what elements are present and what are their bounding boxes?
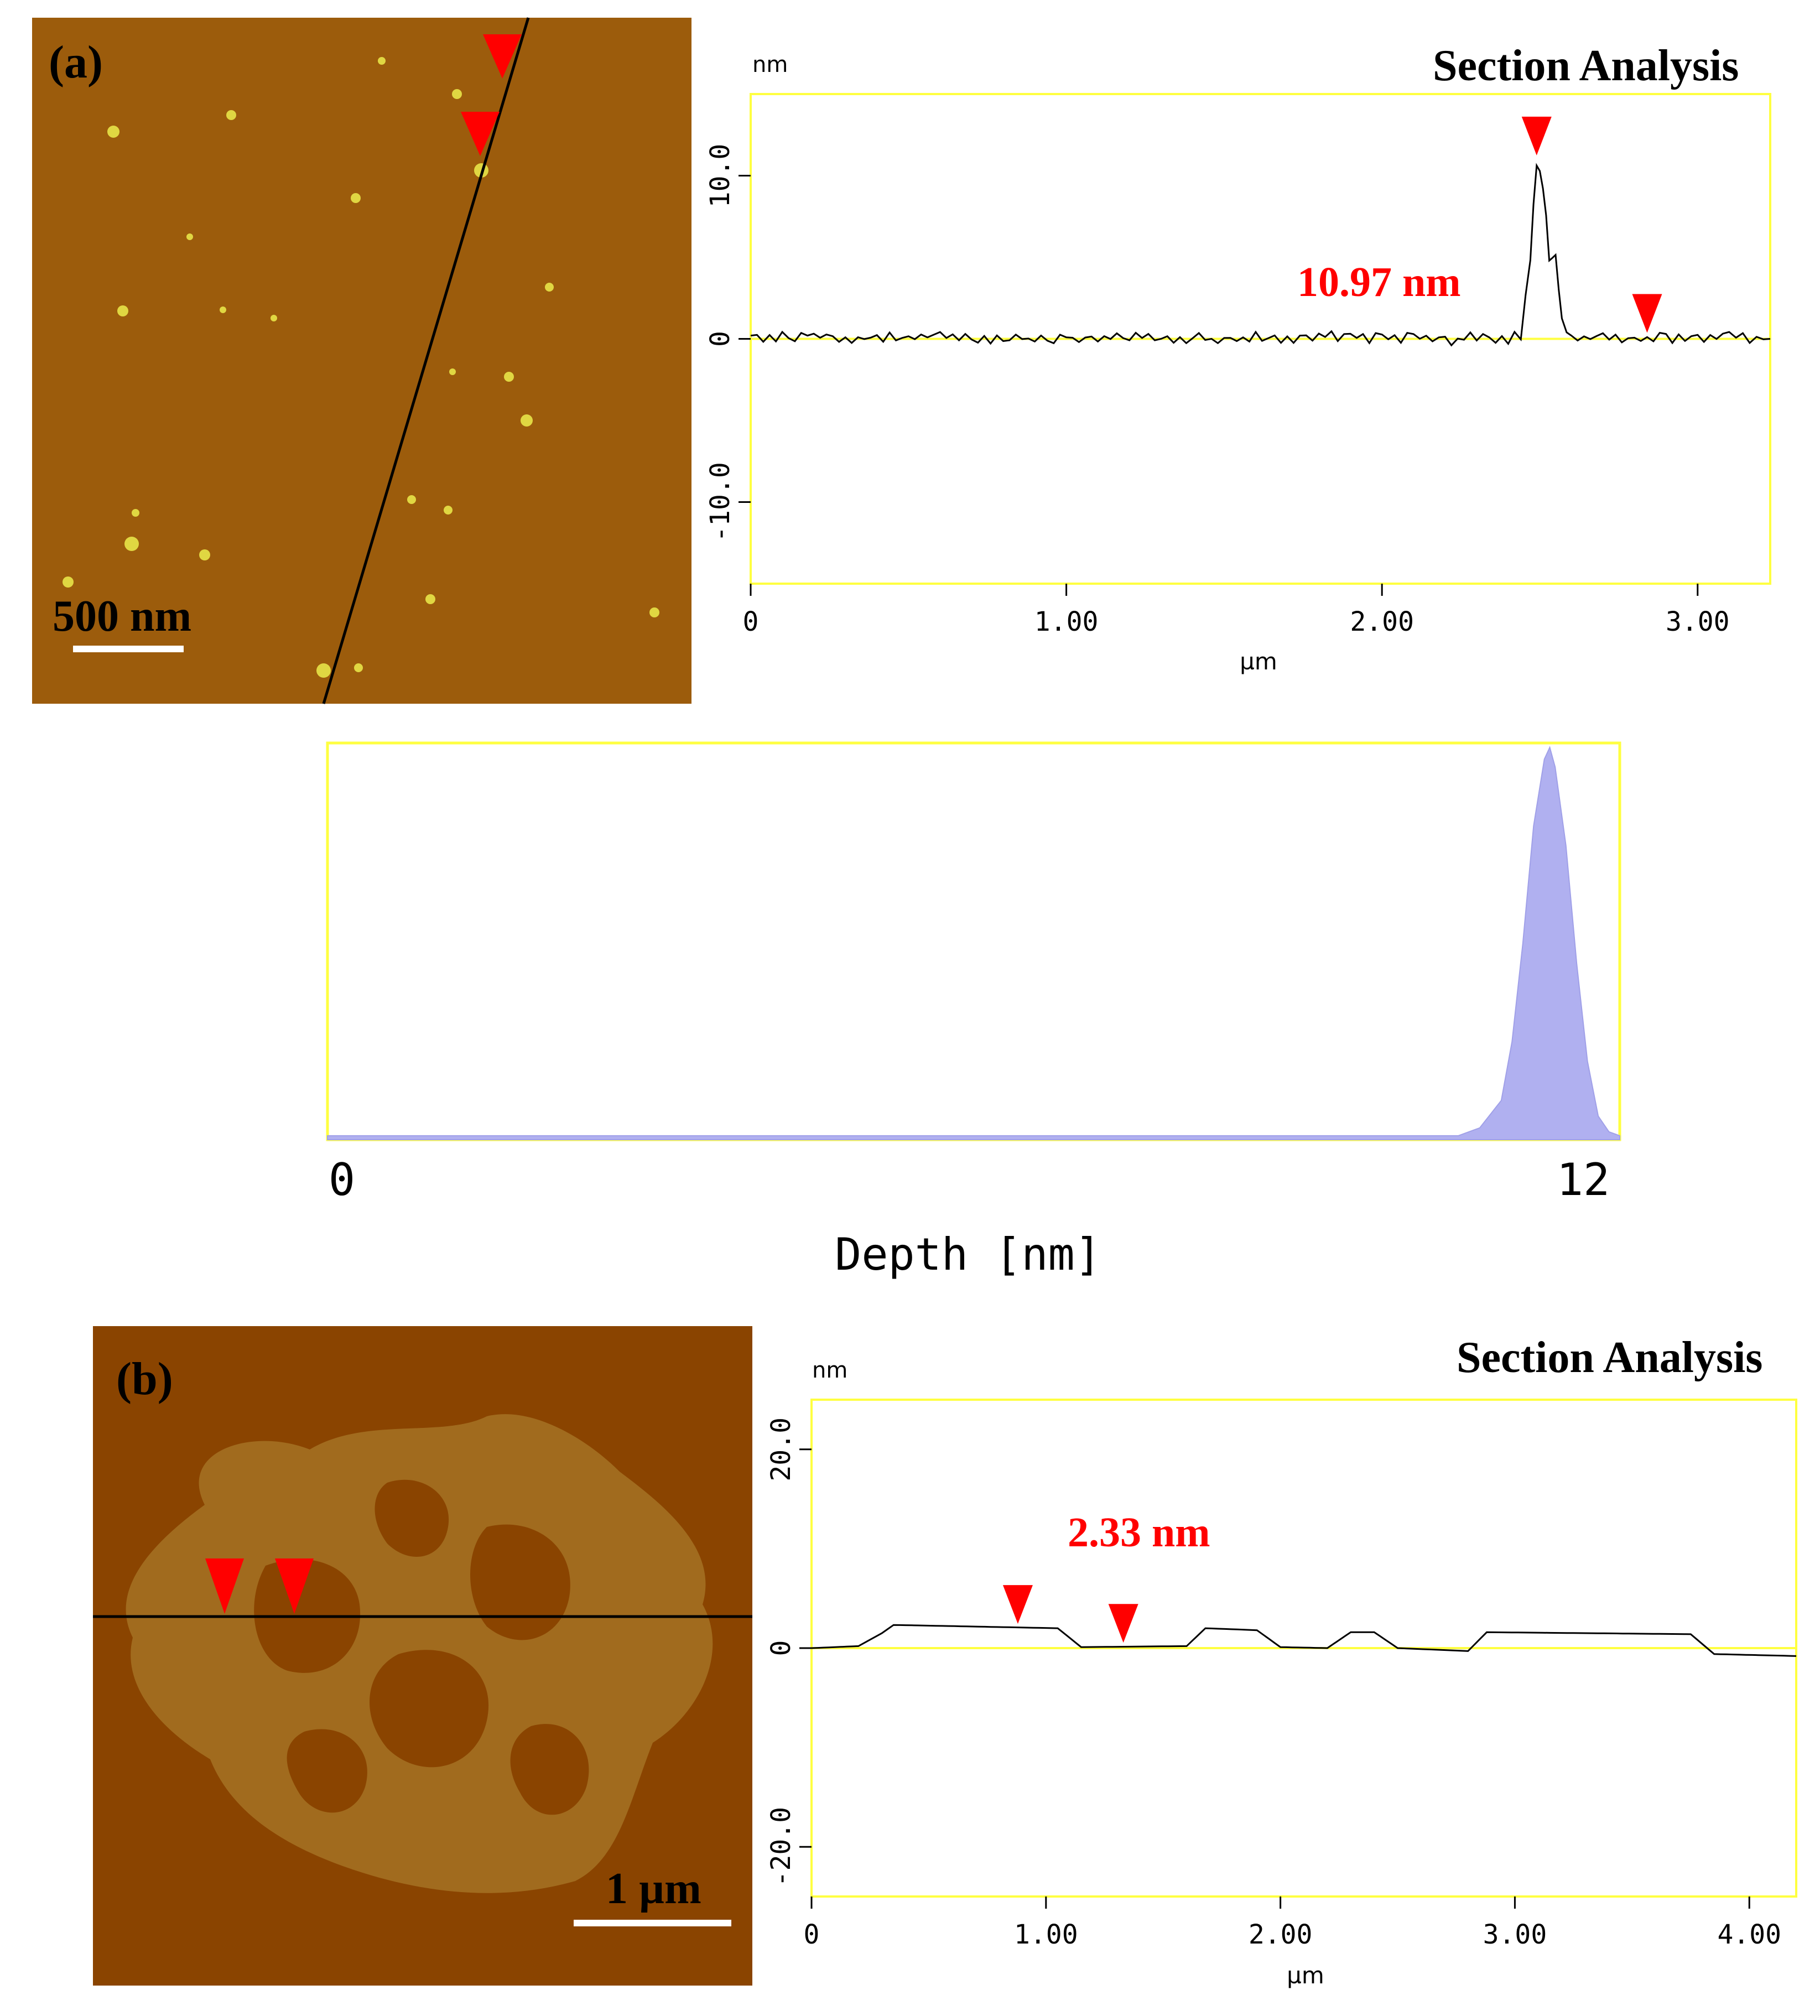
x-tick-label: 2.00 bbox=[1350, 606, 1414, 637]
section-chart-a-markers bbox=[1521, 116, 1662, 333]
section-chart-a-annotation: 10.97 nm bbox=[1297, 259, 1461, 305]
afm-image-a: (a) 500 nm bbox=[32, 17, 691, 704]
y-tick-label: 0 bbox=[705, 331, 736, 347]
section-chart-a-y-ticks: 10.0 0 -10.0 bbox=[705, 144, 751, 542]
afm-particle bbox=[186, 233, 193, 240]
afm-image-b-hole bbox=[510, 1724, 589, 1815]
x-tick-label: 0 bbox=[743, 606, 759, 637]
x-tick-label: 2.00 bbox=[1249, 1919, 1313, 1950]
y-tick-label: 20.0 bbox=[766, 1417, 797, 1482]
afm-image-a-section-line bbox=[322, 17, 530, 704]
depth-histogram: 0 12 Depth [nm] bbox=[326, 741, 1621, 1280]
afm-particle bbox=[444, 506, 453, 515]
section-chart-a-x-label: µm bbox=[1240, 648, 1277, 675]
depth-histogram-area bbox=[327, 746, 1620, 1140]
afm-image-b-hole bbox=[375, 1479, 449, 1557]
depth-histogram-frame bbox=[326, 741, 1621, 1141]
section-chart-a-title: Section Analysis bbox=[1433, 41, 1739, 90]
panel-a-scale-bar bbox=[73, 646, 184, 652]
afm-particle bbox=[521, 414, 533, 427]
afm-image-a-particles bbox=[63, 57, 659, 678]
section-chart-a-x-ticks: 0 1.00 2.00 3.00 bbox=[743, 584, 1730, 637]
panel-a-scale-bar-label: 500 nm bbox=[53, 592, 191, 641]
section-chart-a-profile-line bbox=[750, 163, 1771, 347]
afm-image-a-marker-1 bbox=[483, 34, 522, 79]
section-marker bbox=[1002, 1585, 1033, 1624]
section-marker bbox=[1108, 1604, 1138, 1643]
x-tick-label: 4.00 bbox=[1717, 1919, 1781, 1950]
afm-particle bbox=[271, 315, 277, 321]
panel-b-label: (b) bbox=[116, 1353, 173, 1405]
afm-particle bbox=[199, 549, 210, 560]
section-chart-b-y-ticks: 20.0 0 -20.0 bbox=[766, 1417, 812, 1887]
afm-image-b-hole bbox=[369, 1650, 489, 1768]
afm-particle bbox=[220, 306, 226, 313]
section-chart-a: Section Analysis nm 10.0 0 -10.0 0 1.00 2.00… bbox=[705, 41, 1771, 675]
afm-particle bbox=[226, 110, 236, 120]
y-tick-label: 0 bbox=[766, 1640, 797, 1656]
section-marker bbox=[1632, 294, 1662, 333]
y-tick-label: 10.0 bbox=[705, 144, 736, 208]
section-chart-b: Section Analysis nm 20.0 0 -20.0 0 1.00 2.00… bbox=[766, 1333, 1797, 1989]
panel-b-scale-bar bbox=[574, 1920, 731, 1926]
afm-particle bbox=[124, 537, 139, 551]
afm-particle bbox=[316, 663, 331, 678]
section-chart-b-unit-y: nm bbox=[812, 1358, 847, 1383]
x-tick-label: 1.00 bbox=[1034, 606, 1099, 637]
afm-particle bbox=[545, 283, 554, 292]
afm-particle bbox=[425, 594, 435, 604]
panel-a-label: (a) bbox=[49, 37, 103, 88]
afm-particle bbox=[449, 368, 456, 375]
afm-particle bbox=[354, 663, 363, 672]
afm-image-b-marker-2 bbox=[275, 1558, 314, 1614]
y-tick-label: -20.0 bbox=[766, 1807, 797, 1887]
afm-image-b-hole bbox=[287, 1729, 367, 1813]
afm-particle bbox=[351, 193, 361, 203]
section-chart-b-title: Section Analysis bbox=[1457, 1333, 1762, 1382]
afm-particle bbox=[132, 509, 139, 517]
section-chart-a-unit-y: nm bbox=[752, 52, 788, 77]
x-tick-label: 3.00 bbox=[1666, 606, 1730, 637]
x-tick-label: 0 bbox=[804, 1919, 820, 1950]
afm-particle bbox=[63, 576, 74, 588]
section-chart-b-x-label: µm bbox=[1287, 1962, 1324, 1989]
x-tick-label: 1.00 bbox=[1014, 1919, 1078, 1950]
depth-histogram-x-tick-min: 0 bbox=[329, 1154, 355, 1206]
section-marker bbox=[1521, 116, 1552, 155]
afm-image-a-marker-2 bbox=[461, 112, 500, 156]
panel-b-scale-bar-label: 1 µm bbox=[606, 1864, 701, 1913]
depth-histogram-x-label: Depth [nm] bbox=[835, 1229, 1101, 1280]
section-chart-b-x-ticks: 0 1.00 2.00 3.00 4.00 bbox=[804, 1897, 1781, 1950]
section-chart-b-markers bbox=[1002, 1585, 1138, 1643]
x-tick-label: 3.00 bbox=[1483, 1919, 1547, 1950]
afm-image-a-background bbox=[32, 18, 691, 704]
afm-particle bbox=[378, 57, 386, 65]
section-chart-b-annotation: 2.33 nm bbox=[1068, 1509, 1210, 1556]
section-chart-b-profile-line bbox=[811, 1624, 1797, 1657]
afm-image-b-marker-1 bbox=[205, 1558, 244, 1614]
y-tick-label: -10.0 bbox=[705, 462, 736, 542]
afm-particle bbox=[107, 126, 119, 138]
afm-particle bbox=[649, 607, 659, 617]
afm-particle bbox=[452, 89, 462, 99]
afm-particle bbox=[504, 372, 514, 382]
afm-image-b: (b) 1 µm bbox=[93, 1326, 752, 1986]
afm-particle bbox=[117, 305, 128, 316]
afm-image-b-hole bbox=[470, 1524, 570, 1640]
afm-particle bbox=[407, 495, 416, 504]
depth-histogram-x-tick-max: 12 bbox=[1557, 1154, 1610, 1206]
